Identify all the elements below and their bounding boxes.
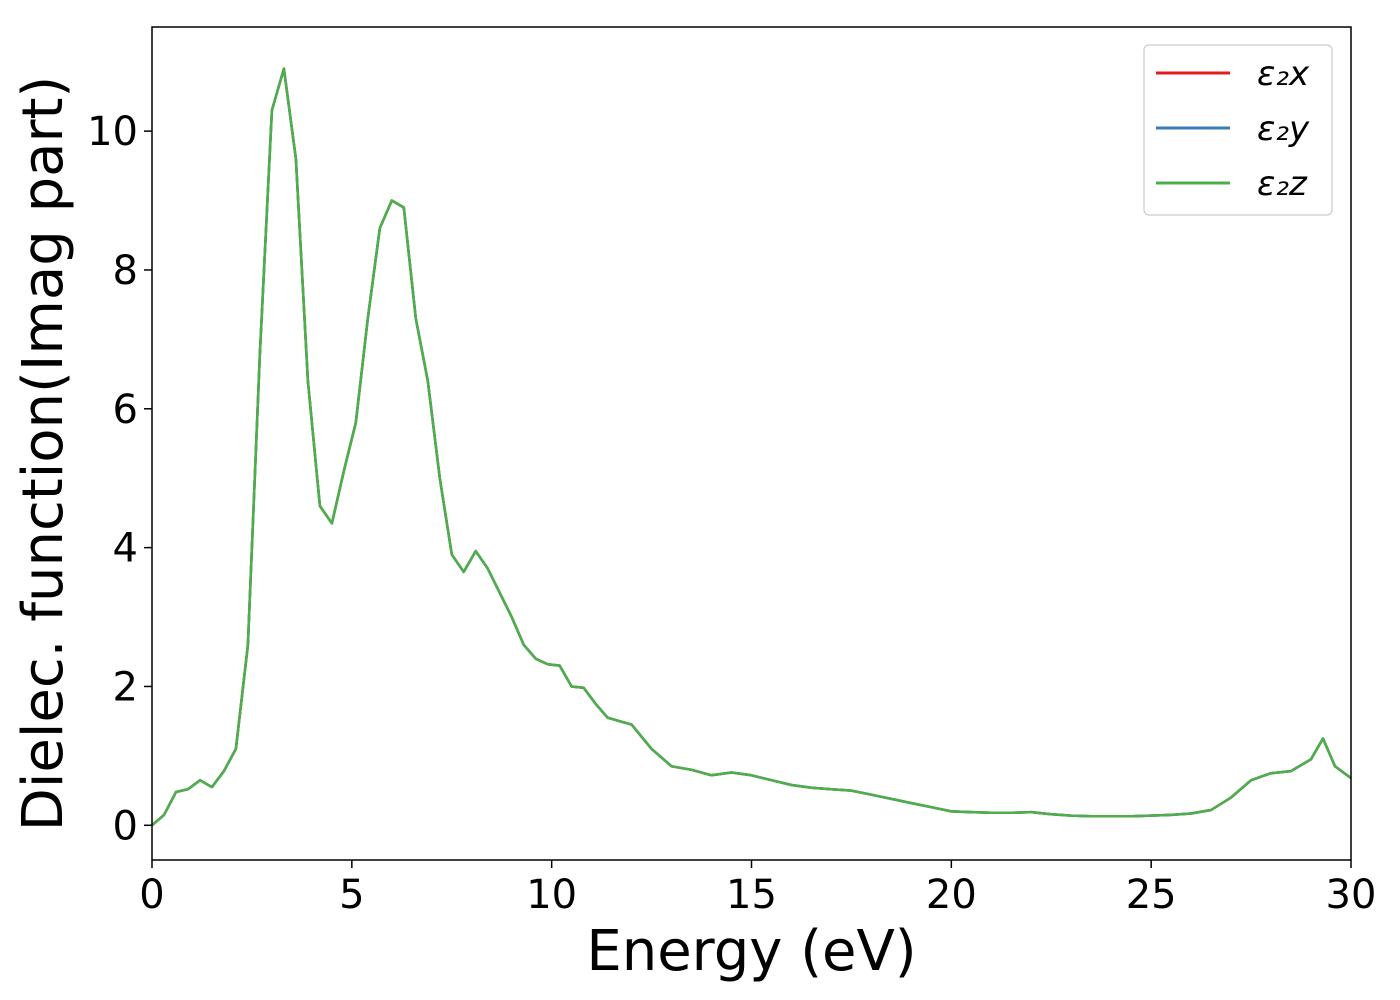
y-axis-title: Dielec. function(Imag part) xyxy=(11,76,76,832)
legend-box xyxy=(1143,44,1333,216)
x-axis: 0 5 10 15 20 25 30 xyxy=(139,860,1376,918)
y-tick-label: 8 xyxy=(113,248,138,294)
x-tick-label: 10 xyxy=(526,872,577,918)
y-tick-label: 0 xyxy=(113,803,138,849)
x-tick-label: 0 xyxy=(139,872,164,918)
series-layer xyxy=(151,67,1352,827)
legend: ε₂x ε₂y ε₂z xyxy=(1143,44,1333,216)
legend-label: ε₂y xyxy=(1257,109,1310,149)
x-tick-label: 5 xyxy=(339,872,364,918)
y-tick-label: 4 xyxy=(113,526,138,572)
x-tick-label: 30 xyxy=(1326,872,1377,918)
x-tick-label: 15 xyxy=(726,872,777,918)
x-tick-label: 20 xyxy=(926,872,977,918)
y-tick-label: 10 xyxy=(87,109,138,155)
y-tick-label: 6 xyxy=(113,387,138,433)
legend-label: ε₂x xyxy=(1257,54,1310,94)
y-axis: 0 2 4 6 8 10 xyxy=(87,109,152,849)
y-tick-label: 2 xyxy=(113,664,138,710)
legend-label: ε₂z xyxy=(1257,164,1308,204)
x-tick-label: 25 xyxy=(1126,872,1177,918)
series-line-3 xyxy=(151,67,1352,827)
x-axis-title: Energy (eV) xyxy=(586,919,916,984)
